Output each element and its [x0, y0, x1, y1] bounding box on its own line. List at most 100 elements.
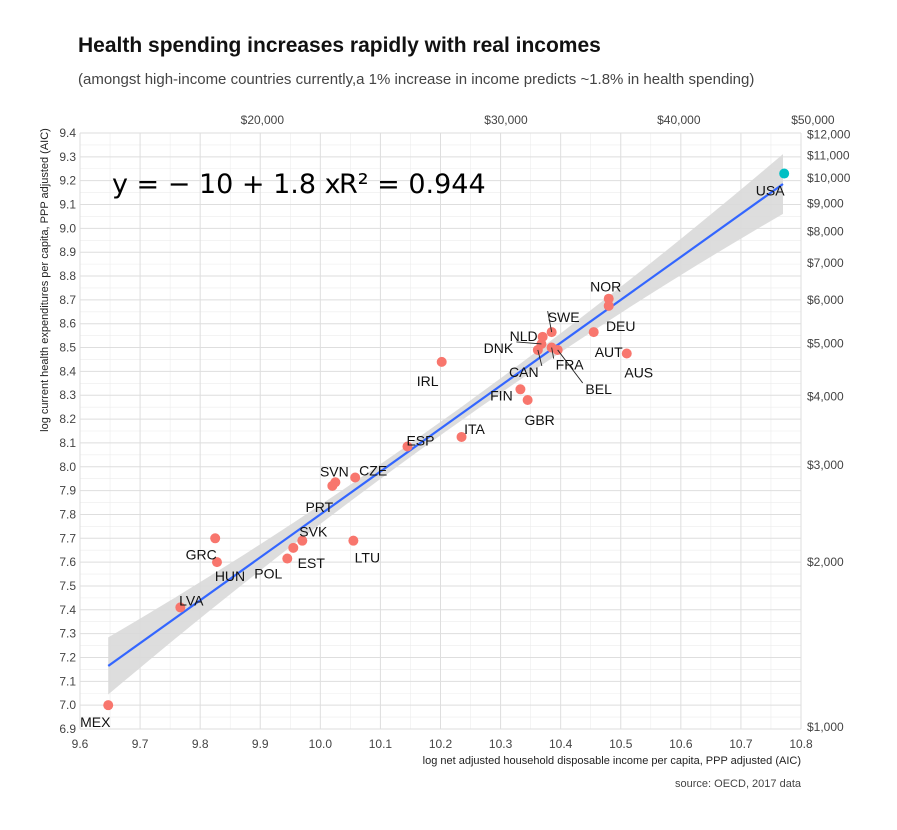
point-label-prt: PRT [305, 499, 333, 515]
point-pol [282, 553, 293, 564]
label-connectors [516, 310, 584, 384]
y-tick-label: 7.9 [59, 484, 76, 498]
fit-line [107, 183, 784, 667]
top-tick-label: $30,000 [484, 113, 528, 127]
point-label-pol: POL [254, 566, 282, 582]
point-label-aut: AUT [595, 344, 623, 360]
y-tick-label: 8.9 [59, 245, 76, 259]
x-tick-label: 10.7 [729, 737, 753, 751]
y-tick-label: 9.1 [59, 198, 76, 212]
chart-source: source: OECD, 2017 data [675, 778, 801, 790]
point-ltu [348, 535, 359, 546]
point-label-svn: SVN [320, 463, 349, 479]
y-tick-label: 9.2 [59, 174, 76, 188]
point-est [288, 542, 299, 553]
x-tick-label: 10.5 [609, 737, 633, 751]
connector-bel [557, 349, 584, 384]
point-label-esp: ESP [406, 432, 434, 448]
point-label-deu: DEU [606, 318, 636, 334]
x-tick-label: 10.2 [429, 737, 453, 751]
right-tick-label: $3,000 [807, 458, 844, 472]
point-mex [103, 700, 114, 711]
point-label-fra: FRA [556, 357, 585, 373]
x-tick-label: 10.8 [789, 737, 813, 751]
y-tick-label: 7.8 [59, 507, 76, 521]
y-tick-label: 9.4 [59, 126, 76, 140]
point-cze [350, 472, 361, 483]
point-label-nor: NOR [590, 279, 621, 295]
point-label-mex: MEX [80, 714, 111, 730]
right-tick-label: $9,000 [807, 196, 844, 210]
y-tick-label: 7.3 [59, 627, 76, 641]
point-label-hun: HUN [215, 568, 245, 584]
point-label-aus: AUS [624, 365, 653, 381]
point-label-ltu: LTU [355, 550, 380, 566]
right-tick-label: $2,000 [807, 555, 844, 569]
x-tick-label: 9.8 [192, 737, 209, 751]
point-ita [456, 431, 467, 442]
point-aus [621, 348, 632, 359]
point-label-can: CAN [509, 364, 539, 380]
right-tick-label: $6,000 [807, 293, 844, 307]
point-label-nld: NLD [510, 328, 538, 344]
y-tick-label: 7.0 [59, 698, 76, 712]
y-tick-label: 9.0 [59, 221, 76, 235]
point-label-lva: LVA [179, 592, 204, 608]
connector-dnk [516, 341, 542, 345]
y-axis-title: log current health expenditures per capi… [39, 128, 51, 432]
point-label-grc: GRC [186, 546, 217, 562]
point-grc [210, 533, 221, 544]
x-tick-label: 10.3 [489, 737, 513, 751]
y-tick-label: 8.2 [59, 412, 76, 426]
x-tick-label: 9.6 [72, 737, 89, 751]
point-label-irl: IRL [417, 373, 439, 389]
right-tick-label: $11,000 [807, 148, 850, 162]
y-tick-label: 8.0 [59, 460, 76, 474]
y-tick-label: 7.6 [59, 555, 76, 569]
y-tick-label: 8.4 [59, 364, 76, 378]
point-deu [603, 300, 614, 311]
points [103, 168, 790, 711]
point-usa [779, 168, 790, 179]
point-label-swe: SWE [548, 309, 580, 325]
fit-line-group [107, 183, 784, 667]
y-tick-label: 7.4 [59, 603, 76, 617]
point-fin [515, 384, 526, 395]
regression-equation: y = − 10 + 1.8 x [112, 169, 341, 200]
point-label-ita: ITA [464, 421, 485, 437]
connector-swe [547, 310, 553, 333]
right-tick-label: $10,000 [807, 171, 851, 185]
y-tick-label: 7.7 [59, 531, 76, 545]
right-tick-label: $1,000 [807, 720, 844, 734]
point-label-dnk: DNK [484, 340, 514, 356]
point-lva [175, 602, 186, 613]
y-tick-label: 7.5 [59, 579, 76, 593]
point-label-bel: BEL [585, 381, 612, 397]
right-tick-label: $5,000 [807, 336, 844, 350]
x-tick-label: 10.0 [309, 737, 333, 751]
y-tick-label: 8.6 [59, 317, 76, 331]
x-tick-label: 10.1 [369, 737, 393, 751]
right-tick-label: $12,000 [807, 128, 851, 142]
r-squared: R² = 0.944 [339, 169, 486, 200]
chart-title: Health spending increases rapidly with r… [78, 34, 601, 57]
y-tick-label: 8.8 [59, 269, 76, 283]
x-tick-label: 9.9 [252, 737, 269, 751]
y-tick-label: 7.1 [59, 674, 76, 688]
y-tick-label: 8.3 [59, 388, 76, 402]
point-hun [211, 557, 222, 568]
point-label-cze: CZE [359, 462, 387, 478]
point-nld [537, 331, 548, 342]
y-tick-label: 8.7 [59, 293, 76, 307]
point-esp [402, 441, 413, 452]
y-tick-label: 6.9 [59, 722, 76, 736]
y-tick-label: 8.5 [59, 341, 76, 355]
top-tick-label: $20,000 [241, 113, 285, 127]
point-nor [603, 293, 614, 304]
right-tick-label: $7,000 [807, 256, 844, 270]
point-label-usa: USA [756, 183, 785, 199]
right-tick-label: $4,000 [807, 390, 844, 404]
connector-can [537, 349, 543, 367]
x-axis-title: log net adjusted household disposable in… [423, 755, 801, 767]
right-tick-label: $8,000 [807, 224, 844, 238]
